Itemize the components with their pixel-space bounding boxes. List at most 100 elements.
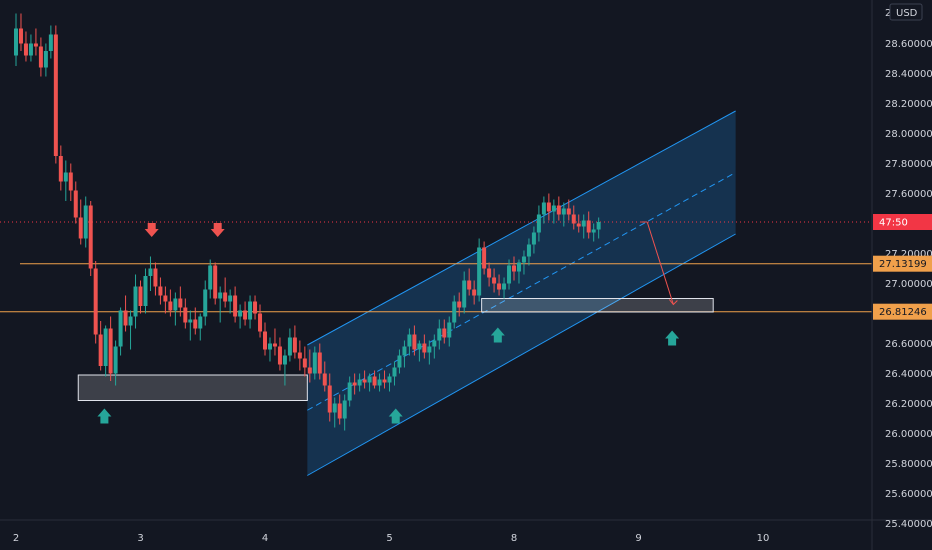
candle-body	[133, 286, 138, 317]
candle-body	[63, 172, 68, 182]
candle-down	[153, 262, 158, 296]
time-tick-label: 8	[511, 533, 517, 544]
price-tick-label: 26.20000	[885, 399, 932, 410]
candle-down	[467, 268, 472, 296]
candle-body	[282, 355, 287, 365]
price-tick-label: 25.40000	[885, 519, 932, 530]
candle-down	[382, 370, 387, 389]
candle-up	[28, 34, 33, 62]
down-arrow-icon[interactable]	[210, 223, 225, 237]
candle-body	[536, 214, 541, 233]
up-arrow-icon[interactable]	[97, 408, 112, 424]
candle-down	[497, 274, 502, 296]
candle-up	[312, 346, 317, 380]
candle-body	[382, 379, 387, 383]
candle-up	[118, 307, 123, 356]
candle-body	[556, 205, 561, 215]
candle-up	[477, 238, 482, 302]
candle-body	[218, 292, 223, 299]
candle-down	[571, 205, 576, 230]
candle-up	[248, 295, 253, 329]
candle-down	[372, 370, 377, 389]
candle-up	[342, 394, 347, 431]
candle-body	[103, 328, 108, 366]
support-zone-box[interactable]	[481, 298, 714, 313]
candle-body	[352, 382, 357, 386]
currency-label[interactable]: USD	[896, 8, 918, 19]
candle-up	[402, 340, 407, 368]
candle-body	[88, 205, 93, 269]
candle-body	[457, 301, 462, 308]
candle-up	[427, 340, 432, 365]
currency-badge-bg[interactable]	[889, 3, 923, 21]
candle-body	[492, 277, 497, 284]
candle-down	[492, 268, 497, 293]
candle-up	[148, 256, 153, 291]
candle-body	[18, 28, 23, 44]
candle-body	[83, 205, 88, 239]
up-arrow-icon[interactable]	[388, 408, 403, 424]
price-tick-label: 28.60000	[885, 39, 932, 50]
candle-up	[581, 214, 586, 239]
candle-down	[233, 286, 238, 323]
candle-up	[143, 268, 148, 314]
candle-body	[402, 346, 407, 356]
candle-body	[178, 298, 183, 308]
candle-body	[158, 286, 163, 296]
time-tick-label: 5	[386, 533, 392, 544]
candle-body	[302, 358, 307, 368]
projection-arrow[interactable]	[641, 221, 678, 306]
candle-body	[497, 283, 502, 290]
candle-up	[63, 160, 68, 201]
candle-body	[487, 268, 492, 278]
candle-down	[33, 28, 38, 56]
price-axis-panel[interactable]	[872, 0, 932, 550]
channel-mid-line[interactable]	[307, 172, 736, 411]
candle-body	[502, 283, 507, 290]
candle-body	[188, 319, 193, 323]
candle-body	[357, 379, 362, 386]
candle-body	[203, 289, 208, 317]
candle-body	[581, 220, 586, 227]
price-tick-label: 26.00000	[885, 429, 932, 440]
level-price-tag-text: 26.81246	[879, 307, 927, 318]
candle-body	[347, 382, 352, 401]
candle-body	[362, 379, 367, 383]
candle-down	[442, 319, 447, 344]
candle-down	[193, 307, 198, 335]
down-arrow-icon[interactable]	[144, 223, 159, 237]
candle-up	[128, 310, 133, 350]
price-tick-label: 28.20000	[885, 99, 932, 110]
currency-badge[interactable]: USD	[889, 3, 923, 21]
candle-body	[108, 328, 113, 374]
up-arrow-icon[interactable]	[665, 330, 680, 346]
candle-down	[412, 325, 417, 356]
candle-down	[123, 295, 128, 332]
candle-up	[103, 325, 108, 377]
candle-body	[238, 310, 243, 317]
candle-down	[98, 321, 103, 371]
time-tick-label: 3	[137, 533, 143, 544]
candle-down	[263, 322, 267, 356]
candle-up	[14, 13, 18, 66]
candle-body	[576, 223, 581, 227]
candle-body	[342, 400, 347, 419]
candle-body	[163, 295, 168, 302]
candle-body	[422, 343, 427, 353]
candle-up	[267, 337, 272, 362]
candle-body	[541, 202, 546, 215]
up-arrow-icon[interactable]	[490, 327, 505, 343]
candle-body	[98, 334, 103, 366]
time-tick-label: 4	[262, 533, 268, 544]
candle-body	[53, 34, 58, 156]
candle-down	[277, 337, 282, 371]
channel-upper-line[interactable]	[307, 110, 736, 346]
channel-fill[interactable]	[307, 111, 736, 476]
candle-down	[158, 277, 163, 305]
level-price-tag-bg	[873, 303, 932, 320]
candle-down	[38, 37, 43, 77]
candle-up	[452, 295, 457, 329]
candle-body	[193, 319, 198, 329]
support-zone-box[interactable]	[77, 374, 308, 401]
